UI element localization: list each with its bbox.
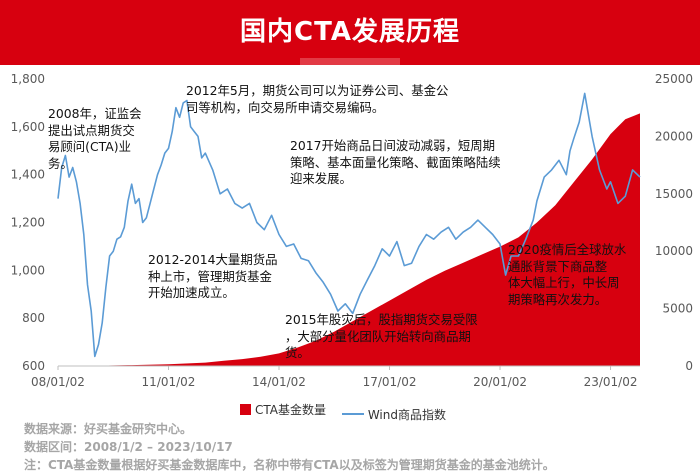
annotation-2015: 2015年股灾后，股指期货交易受限 ，大部分量化团队开始转向商品期 货。 — [285, 312, 478, 360]
y-right-tick-label: 5000 — [662, 302, 693, 316]
title-banner — [0, 0, 700, 65]
x-tick-label: 23/01/02 — [584, 375, 638, 389]
legend-label-cta: CTA基金数量 — [255, 403, 326, 417]
y-left-tick-label: 1,000 — [11, 263, 45, 277]
annotation-2020: 2020疫情后全球放水 通胀背景下商品整 体大幅上行，中长周 期策略再次发力。 — [508, 242, 627, 307]
y-left-tick-label: 800 — [22, 311, 45, 325]
annotation-2017: 2017开始商品日间波动减弱，短周期 策略、基本面量化策略、截面策略陆续 迎来发… — [290, 138, 501, 186]
legend-label-wind: Wind商品指数 — [367, 407, 446, 422]
y-right-tick-label: 0 — [685, 359, 693, 373]
x-tick-label: 14/01/02 — [252, 375, 306, 389]
annotation-2012-2014: 2012-2014大量期货品 种上市，管理期货基金 开始加速成立。 — [148, 252, 278, 300]
cta-count-area — [58, 113, 640, 367]
footer-note: 注：CTA基金数量根据好买基金数据库中，名称中带有CTA以及标签为管理期货基金的… — [24, 458, 555, 472]
legend-item-cta: CTA基金数量 — [240, 401, 326, 418]
line-series — [57, 92, 641, 358]
annotation-2008: 2008年，证监会 提出试点期货交 易顾问(CTA)业 务。 — [48, 106, 142, 171]
chart-title: 国内CTA发展历程 — [240, 17, 460, 47]
y-left-tick-label: 1,400 — [11, 168, 45, 182]
annotation-2012-may: 2012年5月，期货公司可以为证券公司、基金公 司等机构，向交易所申请交易编码。 — [186, 83, 449, 115]
x-tick-label: 17/01/02 — [363, 375, 417, 389]
y-left-tick-label: 1,800 — [11, 72, 45, 86]
y-left-tick-label: 1,200 — [11, 216, 45, 230]
y-left-tick-label: 600 — [22, 359, 45, 373]
y-left-tick-label: 1,600 — [11, 120, 45, 134]
chart-canvas: 600 800 1,000 1,200 1,400 1,600 1,800 0 5000 1000… — [11, 72, 693, 389]
x-tick-label: 20/01/02 — [473, 375, 527, 389]
footer-source: 数据来源：好买基金研究中心。 — [24, 422, 193, 436]
y-right-tick-label: 10000 — [655, 244, 693, 258]
legend: CTA基金数量 Wind商品指数 — [240, 401, 458, 422]
y-right-tick-label: 15000 — [655, 187, 693, 201]
area-series — [58, 113, 640, 367]
legend-swatch-area — [240, 404, 251, 415]
x-tick-label: 08/01/02 — [31, 375, 85, 389]
title-banner-notch — [300, 58, 400, 65]
footer-range: 数据区间：2008/1/2 – 2023/10/17 — [24, 440, 233, 454]
y-right-tick-label: 20000 — [655, 129, 693, 143]
legend-swatch-line — [341, 413, 364, 415]
y-right-tick-label: 25000 — [655, 72, 693, 86]
axes: 600 800 1,000 1,200 1,400 1,600 1,800 0 5000 1000… — [11, 72, 693, 389]
x-tick-label: 11/01/02 — [142, 375, 196, 389]
wind-index-line — [57, 92, 641, 358]
legend-item-wind: Wind商品指数 — [341, 406, 446, 423]
